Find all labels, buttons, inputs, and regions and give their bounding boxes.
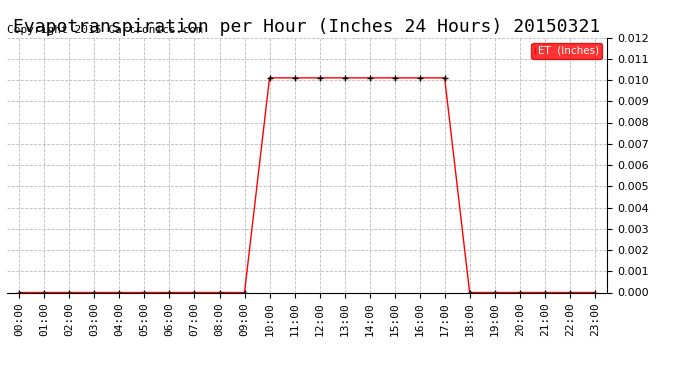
Text: Copyright 2015 Cartronics.com: Copyright 2015 Cartronics.com [7, 25, 203, 35]
Title: Evapotranspiration per Hour (Inches 24 Hours) 20150321: Evapotranspiration per Hour (Inches 24 H… [13, 18, 601, 36]
Legend: ET  (Inches): ET (Inches) [531, 43, 602, 59]
